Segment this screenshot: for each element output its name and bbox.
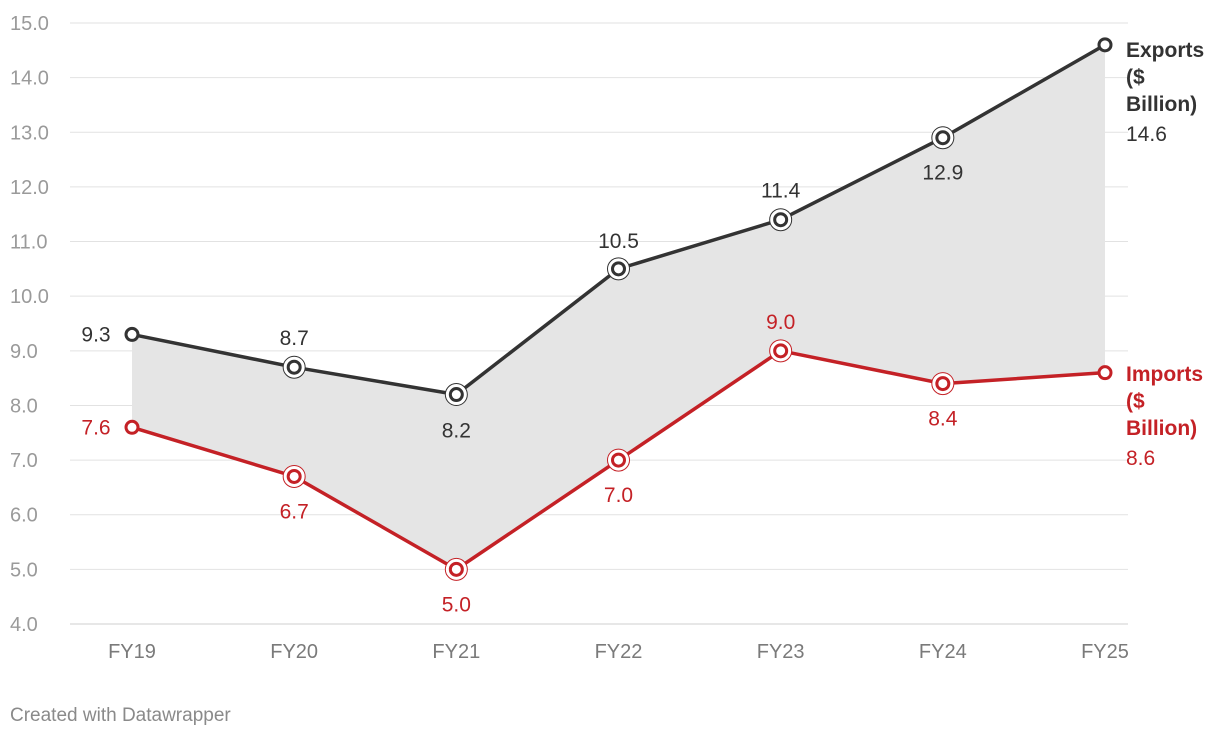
imports-series-name: Imports — [1126, 363, 1203, 386]
exports-point — [448, 387, 464, 403]
imports-data-label: 7.0 — [604, 484, 633, 507]
datawrapper-credit: Created with Datawrapper — [10, 705, 231, 726]
imports-point — [773, 343, 789, 359]
y-tick-label: 15.0 — [10, 13, 49, 35]
imports-data-label: 5.0 — [442, 593, 471, 616]
x-tick-label: FY25 — [1081, 641, 1129, 663]
exports-point — [286, 359, 302, 375]
exports-data-label: 11.4 — [761, 180, 801, 203]
imports-point — [935, 376, 951, 392]
y-tick-label: 8.0 — [10, 395, 38, 417]
x-tick-label: FY19 — [108, 641, 156, 663]
x-tick-label: FY24 — [919, 641, 967, 663]
exports-series-name: ($ — [1126, 66, 1145, 89]
exports-data-label: 8.7 — [280, 327, 309, 350]
exports-data-label: 8.2 — [442, 420, 471, 443]
imports-data-label: 9.0 — [766, 311, 795, 334]
exports-point — [611, 261, 626, 277]
exports-series-name: Exports — [1126, 39, 1204, 62]
x-tick-label: FY21 — [432, 641, 480, 663]
imports-data-label: 6.7 — [280, 500, 309, 523]
y-tick-label: 10.0 — [10, 286, 49, 308]
imports-data-label: 8.4 — [928, 408, 958, 431]
y-tick-label: 6.0 — [10, 505, 38, 527]
y-tick-label: 5.0 — [10, 559, 38, 581]
x-tick-label: FY22 — [595, 641, 643, 663]
imports-point — [1097, 365, 1113, 381]
area-layer — [132, 44, 1105, 570]
area-between-series — [132, 44, 1105, 570]
x-tick-label: FY20 — [270, 641, 318, 663]
exports-data-label: 12.9 — [922, 162, 963, 185]
exports-series-name: Billion) — [1126, 93, 1197, 116]
y-tick-label: 11.0 — [10, 232, 47, 254]
imports-series-name: ($ — [1126, 390, 1145, 413]
x-tick-label: FY23 — [757, 641, 805, 663]
y-tick-label: 14.0 — [10, 68, 49, 90]
exports-point — [124, 326, 140, 342]
exports-end-value: 14.6 — [1126, 123, 1167, 146]
line-layer — [124, 37, 1113, 581]
y-tick-label: 12.0 — [10, 177, 49, 199]
exports-point — [1097, 37, 1113, 53]
label-layer: 9.3 8.7 8.2 10.5 11.4 12.9 7.6 6.7 5.0 7.0 9.0 8.4 E… — [81, 39, 1204, 616]
imports-point — [286, 468, 302, 484]
exports-data-label: 9.3 — [81, 323, 110, 346]
imports-point — [611, 452, 626, 468]
imports-end-value: 8.6 — [1126, 447, 1155, 470]
y-tick-label: 9.0 — [10, 341, 38, 363]
y-tick-label: 7.0 — [10, 450, 38, 472]
exports-point — [935, 130, 951, 146]
y-tick-label: 4.0 — [10, 614, 38, 636]
y-tick-label: 13.0 — [10, 122, 49, 144]
imports-data-label: 7.6 — [81, 416, 110, 439]
exports-point — [773, 212, 789, 228]
line-chart: 4.0 5.0 6.0 7.0 8.0 9.0 10.0 11.0 12.0 13.0 14.0 15… — [10, 13, 1204, 663]
imports-point — [124, 419, 140, 435]
imports-series-name: Billion) — [1126, 417, 1197, 440]
exports-data-label: 10.5 — [598, 230, 639, 253]
imports-point — [448, 561, 464, 577]
